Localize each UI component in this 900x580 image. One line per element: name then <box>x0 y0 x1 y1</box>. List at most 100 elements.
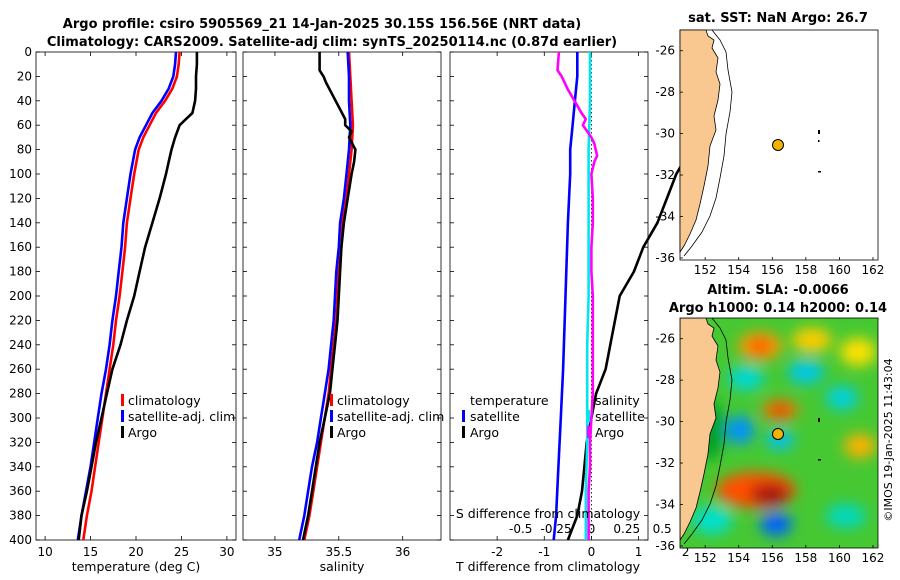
difference-axes <box>449 51 649 541</box>
map-x-tick-label: 154 <box>727 263 750 277</box>
sst-map <box>679 29 879 261</box>
legend-swatch-satellite <box>330 410 333 422</box>
s-diff-tick-label: -0.5 <box>509 522 532 536</box>
x-tick-label: 10 <box>37 545 52 559</box>
imos-credit: ©IMOS 19-Jan-2025 11:43:04 <box>882 358 895 521</box>
sla-anomaly <box>692 506 732 534</box>
y-tick-label: 0 <box>24 45 32 59</box>
sla-map-isobath <box>683 318 733 545</box>
map-y-tick-label: -36 <box>655 539 675 553</box>
y-tick-label: 340 <box>9 460 32 474</box>
map-x-tick-label: 156 <box>761 551 784 565</box>
map-x-tick-label: 154 <box>727 551 750 565</box>
y-tick-label: 300 <box>9 411 32 425</box>
y-tick-label: 60 <box>17 118 32 132</box>
title-line-2: Climatology: CARS2009. Satellite-adj cli… <box>47 35 617 50</box>
sla-anomaly <box>788 360 824 384</box>
legend-swatch-t-argo <box>462 426 465 438</box>
y-tick-label: 100 <box>9 167 32 181</box>
map-y-tick-label: -32 <box>655 168 675 182</box>
s-diff-argo-line <box>556 51 599 540</box>
sst-island <box>818 140 820 142</box>
legend-argo: Argo <box>337 425 366 440</box>
y-tick-label: 180 <box>9 265 32 279</box>
salinity-legend: climatology satellite-adj. clim Argo <box>330 393 444 440</box>
y-tick-label: 400 <box>9 533 32 547</box>
sla-map-ticks: 152 154 156 158 160 162 -26 -28 -30 -32 -34 -36 <box>655 332 884 565</box>
map-x-tick-label: 160 <box>828 263 851 277</box>
legend-t-satellite: satellite <box>470 409 520 424</box>
temperature-xlabel: temperature (deg C) <box>72 559 201 574</box>
temperature-axes <box>35 51 237 541</box>
sla-anomaly <box>772 405 788 415</box>
legend-swatch-climatology <box>121 394 124 406</box>
sla-island <box>818 459 821 461</box>
legend-temperature-header: temperature <box>470 393 549 408</box>
legend-satellite: satellite-adj. clim <box>337 409 444 424</box>
y-tick-label: 280 <box>9 387 32 401</box>
map-y-tick-label: -34 <box>655 497 675 511</box>
legend-salinity-header: salinity <box>595 393 640 408</box>
y-tick-label: 140 <box>9 216 32 230</box>
t-difference-xlabel: T difference from climatology <box>455 559 641 574</box>
sst-island <box>818 171 821 173</box>
sst-map-ticks: 152 154 156 158 160 162 -26 -28 -30 -32 -34 -36 <box>655 44 884 277</box>
map-x-tick-label: 160 <box>828 551 851 565</box>
sla-anomaly <box>760 512 792 536</box>
legend-swatch-s-argo <box>587 426 590 438</box>
legend-s-satellite: satellite <box>595 409 645 424</box>
legend-s-argo: Argo <box>595 425 624 440</box>
sla-map-title-1: Altim. SLA: -0.0066 <box>707 283 848 298</box>
sla-float-marker <box>772 428 784 440</box>
x-tick-label: 0 <box>588 545 596 559</box>
y-tick-label: 200 <box>9 289 32 303</box>
x-tick-label: 2 <box>682 545 690 559</box>
sst-island <box>818 130 820 134</box>
salinity-axes <box>242 51 442 541</box>
map-x-tick-label: 162 <box>862 263 885 277</box>
map-x-tick-label: 152 <box>694 263 717 277</box>
y-tick-label: 360 <box>9 484 32 498</box>
temperature-panel: 10 15 20 25 30020406080100120140160180200220… <box>9 45 236 559</box>
map-y-tick-label: -30 <box>655 415 675 429</box>
legend-swatch-satellite <box>121 410 124 422</box>
map-x-tick-label: 158 <box>794 551 817 565</box>
sla-island <box>818 418 820 422</box>
sla-anomaly <box>750 484 790 504</box>
y-tick-label: 20 <box>17 69 32 83</box>
legend-satellite: satellite-adj. clim <box>128 409 235 424</box>
temperature-argo-line <box>77 52 199 541</box>
x-tick-label: -1 <box>538 545 550 559</box>
sla-anomaly <box>792 328 832 352</box>
y-tick-label: 120 <box>9 191 32 205</box>
map-x-tick-label: 156 <box>761 263 784 277</box>
legend-swatch-climatology <box>330 394 333 406</box>
x-tick-label: 15 <box>83 545 98 559</box>
y-tick-label: 240 <box>9 338 32 352</box>
legend-swatch-argo <box>330 426 333 438</box>
sla-anomaly <box>750 339 770 353</box>
y-tick-label: 80 <box>17 143 32 157</box>
sst-map-isobath <box>683 29 733 257</box>
sla-anomaly <box>728 366 764 390</box>
sst-map-land <box>679 29 721 254</box>
s-difference-xlabel: S difference from climatology <box>456 506 641 521</box>
map-x-tick-label: 158 <box>794 263 817 277</box>
legend-t-argo: Argo <box>470 425 499 440</box>
x-tick-label: 20 <box>128 545 143 559</box>
x-tick-label: 35 <box>267 545 282 559</box>
x-tick-label: -2 <box>491 545 503 559</box>
map-y-tick-label: -26 <box>655 44 675 58</box>
map-x-tick-label: 152 <box>694 551 717 565</box>
map-y-tick-label: -28 <box>655 373 675 387</box>
legend-swatch-argo <box>121 426 124 438</box>
sla-map-land <box>680 318 721 541</box>
difference-legend: temperature satellite Argo salinity sate… <box>462 393 645 440</box>
map-y-tick-label: -32 <box>655 456 675 470</box>
temperature-climatology-line <box>82 51 181 541</box>
sla-map-frame <box>679 317 879 549</box>
legend-climatology: climatology <box>128 393 201 408</box>
salinity-xlabel: salinity <box>320 559 365 574</box>
x-tick-label: 25 <box>174 545 189 559</box>
sla-anomaly <box>826 386 858 410</box>
